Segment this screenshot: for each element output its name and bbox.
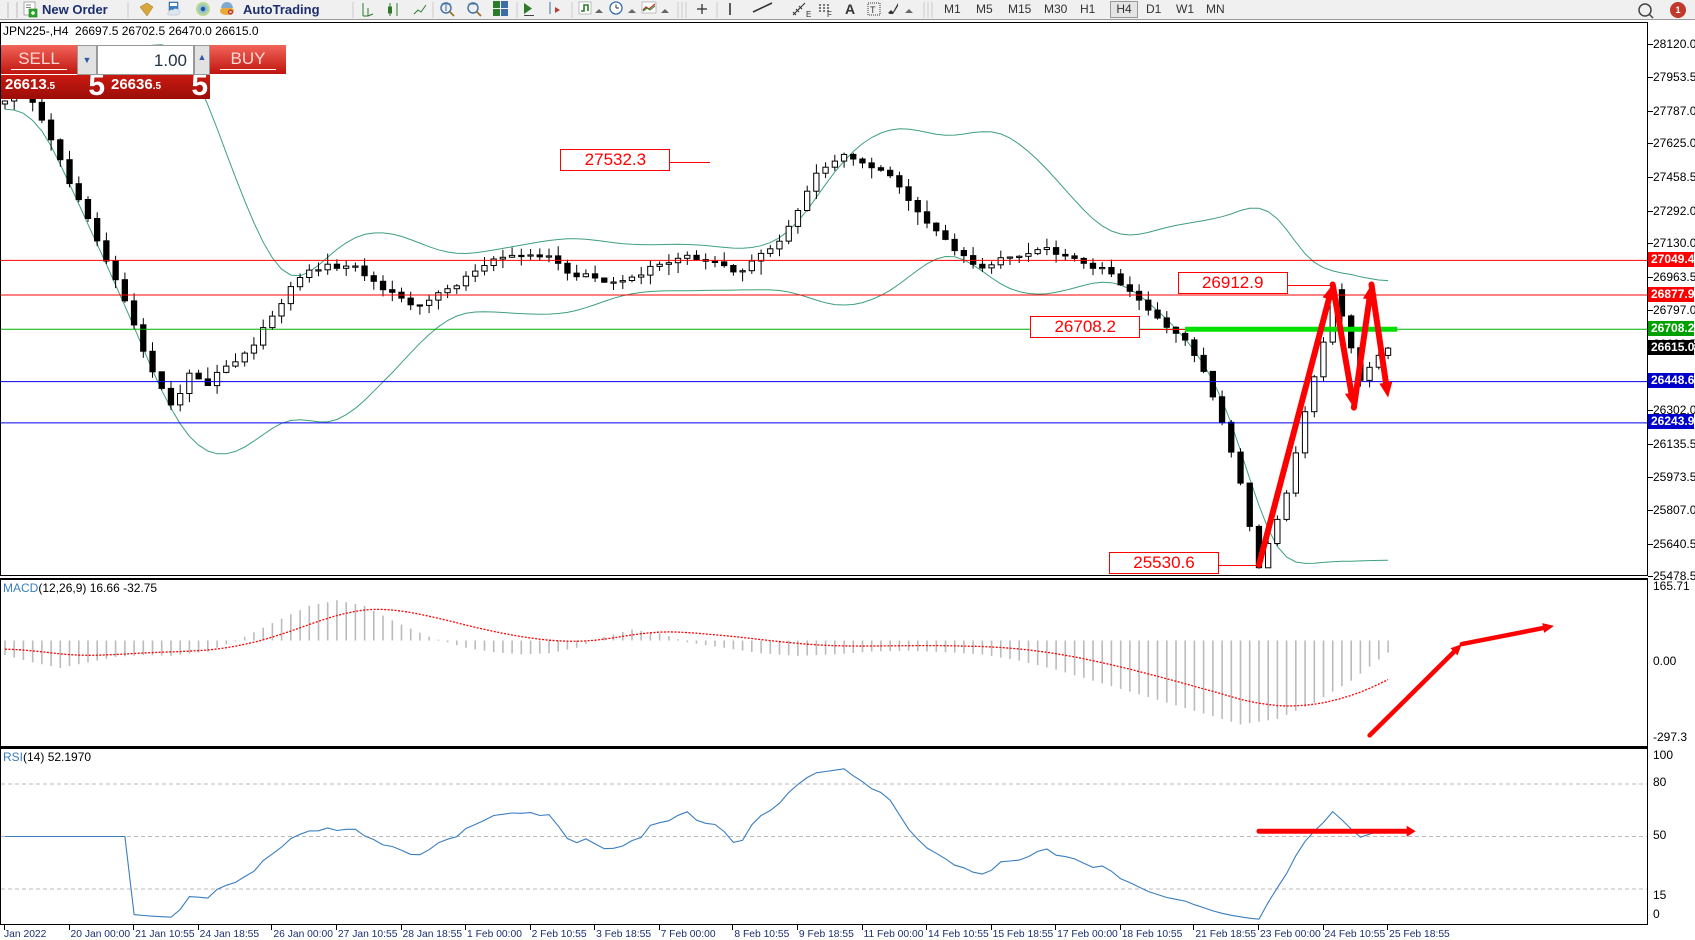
svg-text:AutoTrading: AutoTrading [243,2,320,17]
svg-text:1: 1 [1675,5,1680,15]
svg-text:E: E [806,10,811,19]
svg-text:New Order: New Order [42,2,108,17]
svg-text:A: A [845,1,855,17]
svg-text:F: F [827,10,832,19]
svg-text:T: T [870,5,876,15]
